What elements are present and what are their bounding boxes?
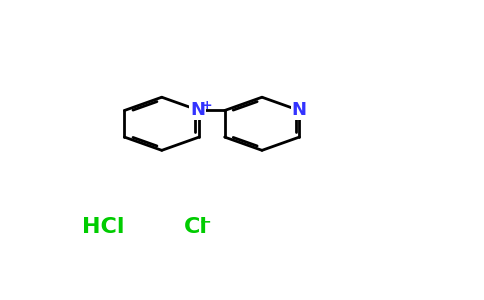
Text: N: N [190,101,205,119]
Text: Cl: Cl [184,217,208,237]
Text: N: N [292,101,307,119]
Text: +: + [202,99,212,112]
Text: HCl: HCl [82,217,125,237]
Text: −: − [199,214,211,228]
